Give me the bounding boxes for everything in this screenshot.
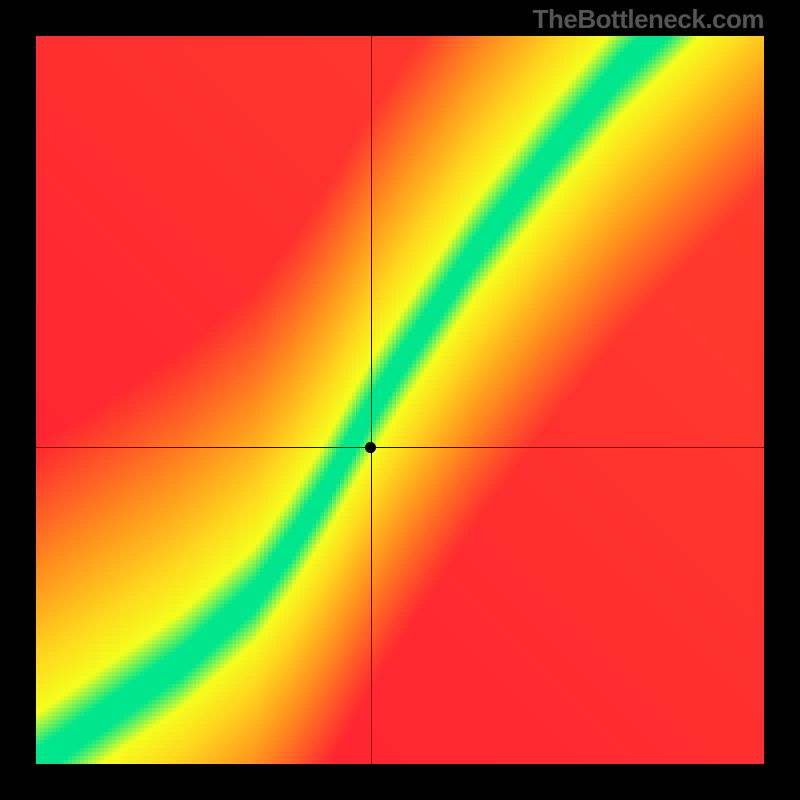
- crosshair-vertical-line: [371, 36, 372, 764]
- crosshair-horizontal-line: [36, 447, 764, 448]
- watermark-text: TheBottleneck.com: [533, 4, 764, 35]
- heatmap-container: [36, 36, 764, 764]
- bottleneck-heatmap: [36, 36, 764, 764]
